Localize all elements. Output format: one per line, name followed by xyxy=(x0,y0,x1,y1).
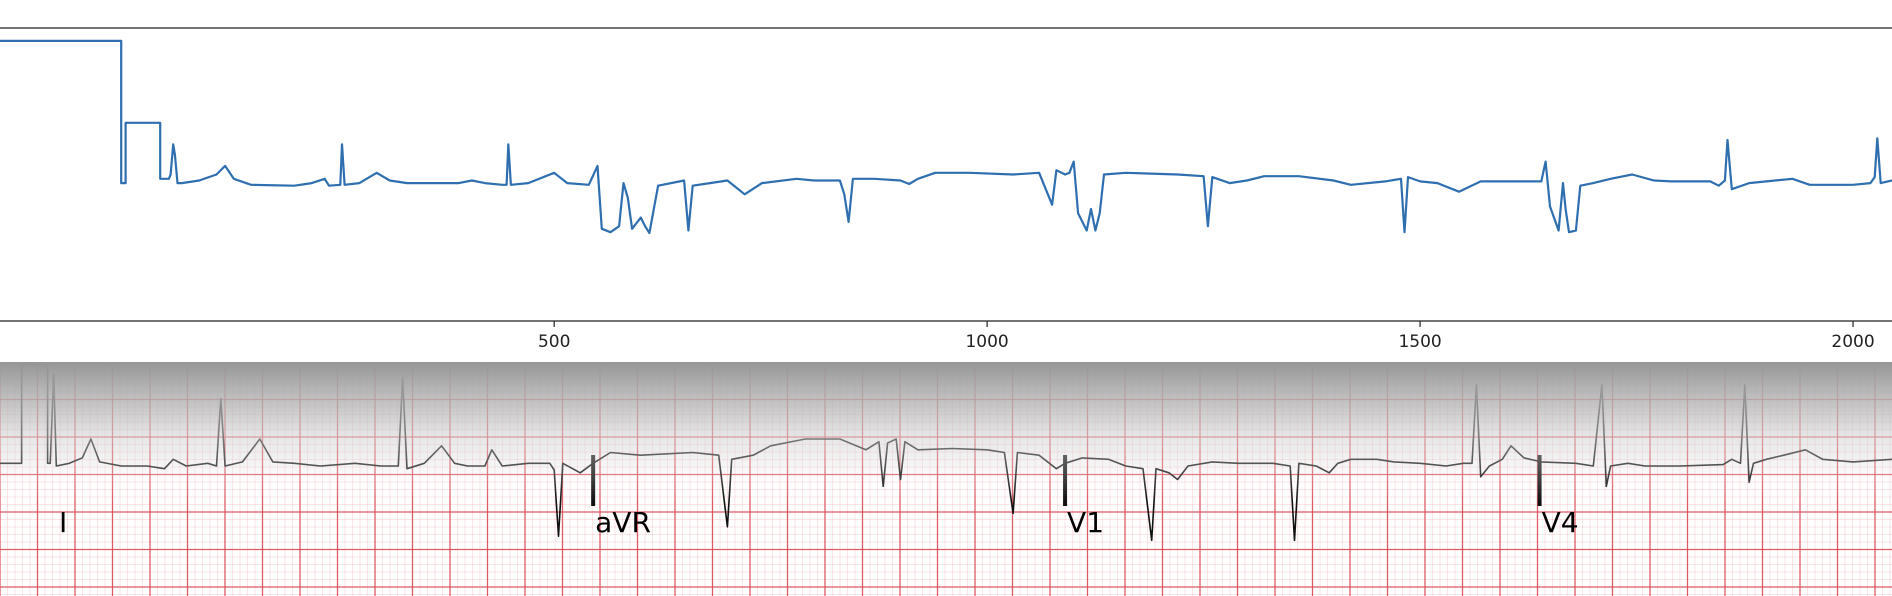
x-axis-ticks: 500 1000 1500 2000 xyxy=(538,321,1875,352)
series-line xyxy=(0,39,1892,235)
ecg-shade-overlay xyxy=(0,362,1892,596)
x-tick-label: 500 xyxy=(538,332,570,352)
x-tick-label: 1000 xyxy=(965,332,1008,352)
ecg-paper-panel: IaVRV1V4 xyxy=(0,362,1892,596)
x-tick-label: 1500 xyxy=(1398,332,1441,352)
x-tick-label: 2000 xyxy=(1831,332,1874,352)
ecg-line-chart: 500 1000 1500 2000 xyxy=(0,27,1892,352)
